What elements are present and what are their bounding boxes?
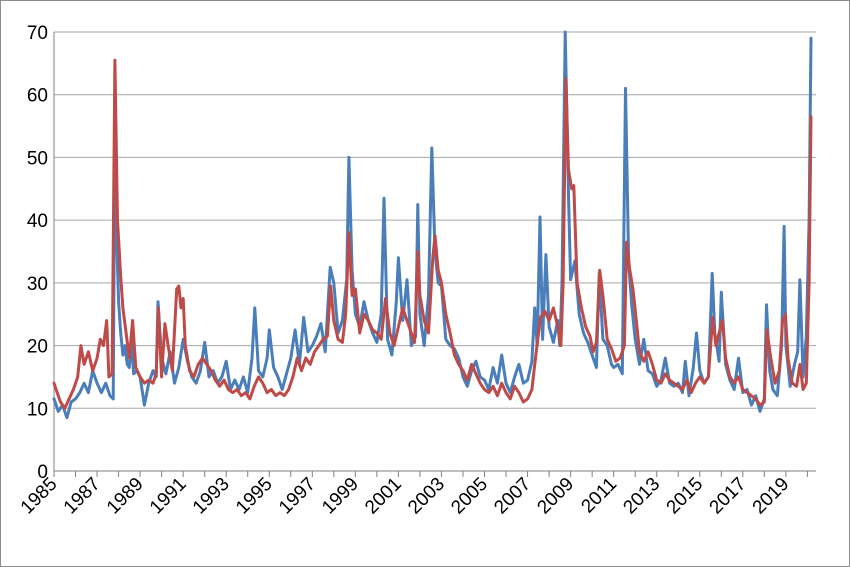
x-tick-label: 1999 xyxy=(318,474,363,519)
y-tick-label: 20 xyxy=(27,337,48,358)
series-layer xyxy=(52,30,813,420)
x-tick-label: 1997 xyxy=(275,474,320,519)
x-tick-label: 2009 xyxy=(533,474,578,519)
x-tick-label: 1989 xyxy=(103,474,148,519)
y-tick-label: 30 xyxy=(27,274,48,295)
series-line-2 xyxy=(52,58,813,410)
x-tick-label: 2019 xyxy=(749,474,794,519)
x-tick-label: 2017 xyxy=(706,474,751,519)
tick-labels: 0102030405060701985198719891991199319951… xyxy=(17,23,794,518)
y-tick-label: 50 xyxy=(27,148,48,169)
y-tick-label: 0 xyxy=(37,462,48,483)
y-tick-label: 40 xyxy=(27,211,48,232)
x-tick-label: 2005 xyxy=(447,474,492,519)
x-tick-label: 2007 xyxy=(490,474,535,519)
series-line-1 xyxy=(52,30,813,420)
x-tick-label: 2003 xyxy=(404,474,449,519)
y-tick-label: 60 xyxy=(27,86,48,107)
x-tick-label: 2015 xyxy=(663,474,708,519)
x-tick-label: 1985 xyxy=(17,474,62,519)
y-tick-label: 70 xyxy=(27,23,48,44)
x-tick-label: 1987 xyxy=(60,474,105,519)
x-tick-label: 2013 xyxy=(620,474,665,519)
x-tick-label: 1995 xyxy=(232,474,277,519)
x-tick-label: 2011 xyxy=(577,474,621,518)
y-tick-label: 10 xyxy=(27,399,48,420)
x-tick-label: 1993 xyxy=(189,474,234,519)
x-tick-label: 1991 xyxy=(146,474,191,519)
x-tick-label: 2001 xyxy=(361,474,406,519)
